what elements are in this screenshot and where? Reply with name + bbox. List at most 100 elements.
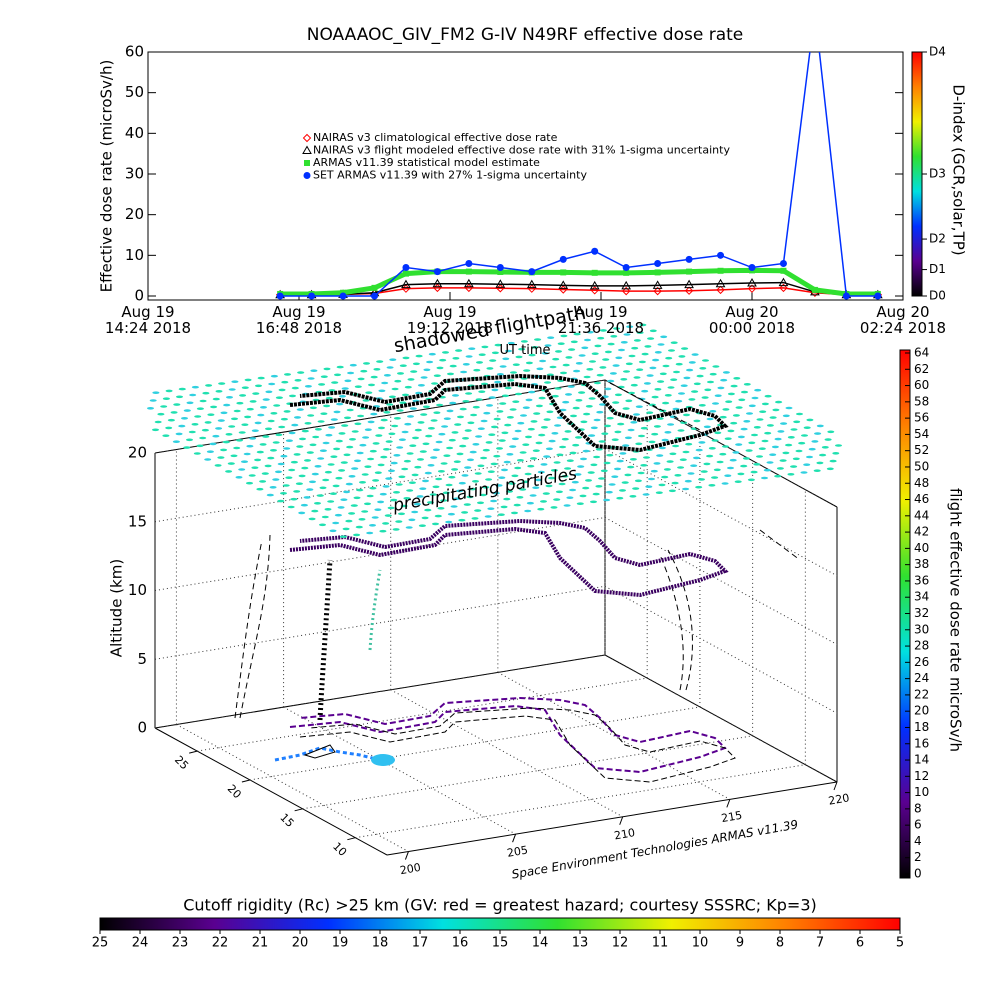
colorbar-tick-label: 44 [914,508,929,522]
particle [468,347,476,351]
particle [573,369,581,373]
particle [530,457,537,460]
particle [505,349,512,353]
particle [541,352,549,355]
particle [285,439,293,443]
particle [356,451,364,455]
particle [475,435,483,438]
particle [348,475,356,478]
particle [673,370,680,374]
particle [769,416,777,419]
particle [341,387,349,390]
ground-track [303,744,336,759]
legend-label: SET ARMAS v11.39 with 27% 1-sigma uncert… [313,169,587,182]
particle [301,429,309,433]
particle [519,451,527,454]
grid-line [355,764,806,839]
particle [502,357,510,361]
particle [256,450,264,454]
marker [302,145,312,154]
particle [688,361,696,364]
particle [647,337,655,340]
particle [474,509,482,512]
particle [538,433,546,437]
particle [640,464,648,467]
particle [633,339,641,342]
particle [385,440,393,443]
lon-tick-label: 200 [399,861,422,877]
particle [369,449,377,453]
particle [511,474,519,478]
colorbar-tick-label: 18 [914,720,929,734]
particle [588,397,596,400]
particle [452,394,459,397]
particle [542,492,550,495]
particle [398,512,405,516]
particle [472,480,479,483]
particle [348,512,356,515]
particle [552,357,560,361]
particle [585,405,593,408]
particle [254,421,262,425]
particle [798,441,806,445]
particle [571,480,579,484]
particle [388,469,395,473]
particle [228,388,236,391]
particle [230,454,238,458]
particle [149,399,157,402]
particle [785,443,793,447]
particle [284,373,291,376]
particle [280,454,288,458]
particle [205,384,213,387]
particle [657,380,665,383]
particle [209,442,217,446]
particle [803,463,811,467]
particle [640,426,648,430]
particle [325,433,333,437]
curtain [667,549,693,691]
particle [614,430,622,434]
particle [417,458,424,461]
marker [303,172,311,179]
particle [683,413,690,417]
particle [259,443,267,446]
particle [599,329,607,332]
particle [753,463,761,466]
particle [377,500,385,504]
particle [354,385,362,389]
marker [622,264,630,272]
particle [199,436,207,440]
particle [832,452,840,455]
particle [289,394,296,398]
particle [684,479,692,483]
particle [658,483,666,487]
particle [178,424,186,428]
ground-spot [371,754,395,766]
particle [761,402,769,406]
colorbar-tick-label: 25 [92,936,109,951]
particle [693,419,701,423]
particle [793,420,801,424]
particle [456,489,464,493]
particle [346,445,354,449]
y-tick-label: 40 [125,124,144,142]
particle [241,386,249,390]
particle [361,473,369,476]
colorbar-tick-label: 50 [914,459,929,473]
particle [485,441,493,444]
particle [414,465,422,469]
particle [644,345,652,348]
marker [432,278,443,288]
particle [652,358,660,362]
particle [533,412,541,415]
legend-label: NAIRAS v3 flight modeled effective dose … [313,144,730,157]
particle [553,461,561,464]
particle [487,507,495,511]
particle [489,359,497,362]
particle [717,386,725,390]
colorbar-tick-label: 30 [914,622,929,636]
particle [741,390,748,394]
colorbar-tick-label: 22 [914,687,929,701]
particle [816,461,824,465]
particle [496,447,503,450]
